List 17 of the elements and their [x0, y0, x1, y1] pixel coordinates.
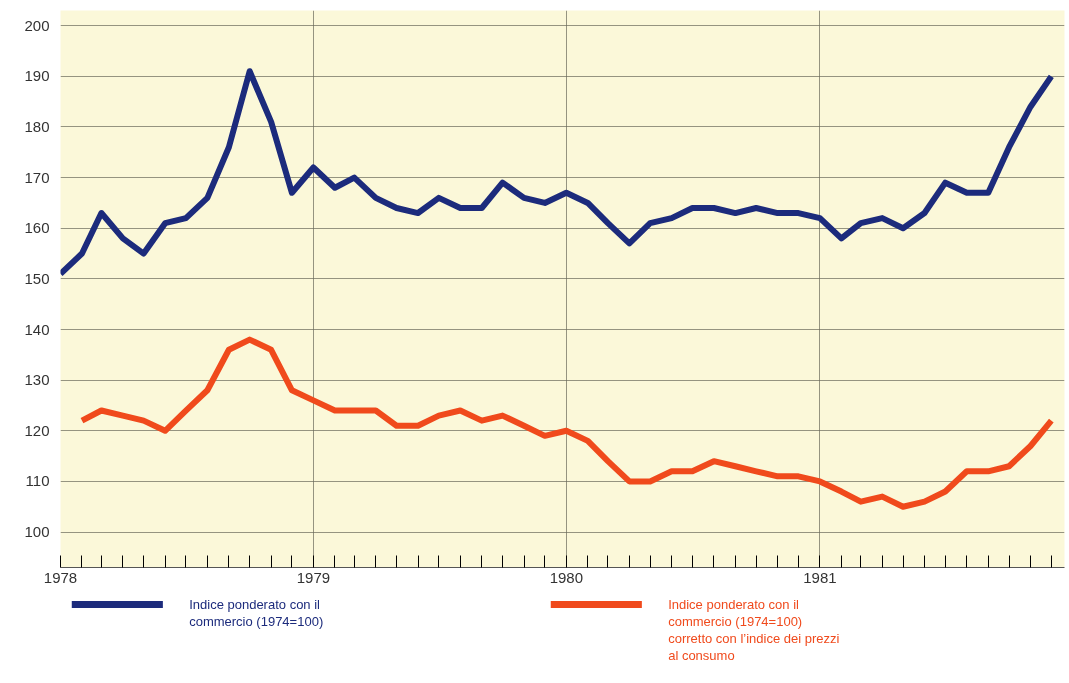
- y-tick-label: 190: [24, 67, 50, 85]
- text: Indice ponderato con il commercio (1974=100) corretto con l’indice dei prezzi al consumo: [668, 596, 840, 664]
- y-tick-label: 160: [24, 219, 50, 237]
- y-tick-label: 140: [24, 320, 50, 338]
- x-tick-label: 1978: [43, 568, 78, 586]
- y-tick-label: 150: [24, 269, 50, 287]
- y-tick-label: 130: [24, 371, 50, 389]
- y-tick-label: 120: [24, 421, 50, 439]
- y-tick-label: 180: [24, 117, 50, 135]
- x-tick-label: 1979: [296, 568, 331, 586]
- y-tick-label: 200: [24, 16, 50, 34]
- x-tick-label: 1981: [803, 568, 837, 586]
- y-tick-label: 170: [24, 168, 50, 186]
- x-tick-label: 1980: [549, 568, 583, 586]
- y-tick-label: 110: [25, 472, 50, 490]
- y-tick-label: 100: [24, 523, 50, 541]
- text: Indice ponderato con il commercio (1974=100): [189, 596, 324, 629]
